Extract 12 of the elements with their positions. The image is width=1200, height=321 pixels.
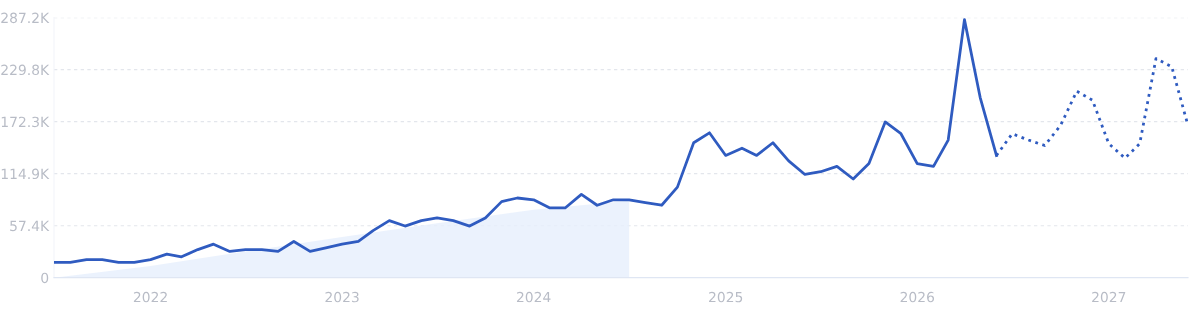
x-tick-label: 2024 bbox=[516, 291, 551, 303]
y-tick-label: 0 bbox=[41, 272, 49, 284]
y-tick-label: 57.4K bbox=[10, 220, 50, 232]
y-tick-label: 229.8K bbox=[1, 64, 50, 76]
x-tick-label: 2025 bbox=[709, 291, 743, 303]
y-tick-label: 287.2K bbox=[1, 12, 50, 24]
x-tick-label: 2026 bbox=[900, 291, 935, 303]
x-tick-label: 2023 bbox=[325, 291, 359, 303]
x-tick-label: 2027 bbox=[1092, 291, 1126, 303]
y-tick-label: 172.3K bbox=[1, 116, 50, 128]
y-tick-label: 114.9K bbox=[1, 168, 50, 180]
x-tick-label: 2022 bbox=[133, 291, 167, 303]
